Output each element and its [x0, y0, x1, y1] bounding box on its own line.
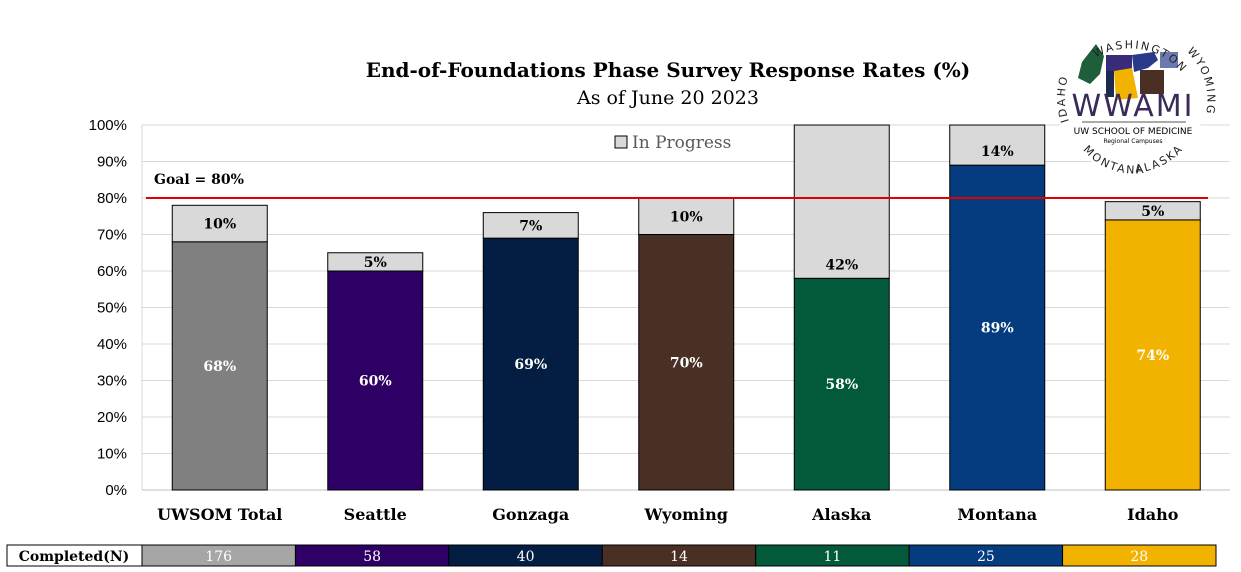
data-label-completed: 58%	[825, 377, 858, 393]
logo-ring-idaho: IDAHO	[1055, 74, 1072, 125]
bar-in-progress-alaska	[793, 124, 890, 279]
bar-in-progress-seattle	[327, 252, 424, 272]
logo-line2: Regional Campuses	[1103, 138, 1162, 145]
x-tick-label: Montana	[957, 505, 1037, 524]
bar-completed-wyoming	[638, 234, 735, 491]
data-label-in-progress: 5%	[364, 255, 387, 271]
data-label-completed: 74%	[1136, 348, 1169, 364]
x-tick-label: Wyoming	[644, 505, 728, 524]
data-label-completed: 89%	[981, 321, 1014, 337]
bar-in-progress-montana	[949, 124, 1046, 166]
x-tick-label: Alaska	[811, 505, 871, 524]
y-tick-label: 80%	[97, 190, 127, 207]
data-label-in-progress: 14%	[981, 144, 1014, 160]
y-axis-ticks: 0% 10% 20% 30% 40% 50% 60% 70% 80% 90% 100%	[89, 117, 127, 499]
counts-value: 176	[205, 549, 232, 565]
counts-value: 14	[670, 549, 688, 565]
logo-wordmark: WWAMI	[1072, 89, 1195, 124]
legend-label-in-progress: In Progress	[632, 133, 731, 153]
bar-completed-idaho	[1104, 219, 1201, 491]
y-tick-label: 100%	[89, 117, 127, 134]
data-label-in-progress: 10%	[203, 217, 236, 233]
bar-completed-seattle	[327, 270, 424, 491]
bar-in-progress-gonzaga	[482, 212, 579, 239]
x-tick-label: UWSOM Total	[157, 505, 282, 524]
counts-value: 28	[1130, 549, 1148, 565]
completed-counts-row: Completed(N) 176 58 40 14 11 25 28	[6, 544, 1217, 567]
logo-states-map-icon	[1078, 44, 1178, 100]
bar-in-progress-uwsom-total	[171, 204, 268, 243]
x-tick-label: Idaho	[1127, 505, 1179, 524]
chart-subtitle: As of June 20 2023	[576, 87, 759, 109]
data-label-in-progress: 7%	[519, 218, 542, 234]
counts-value: 58	[363, 549, 381, 565]
legend: In Progress	[614, 133, 731, 153]
goal-line-group: Goal = 80%	[146, 172, 1208, 199]
y-tick-label: 90%	[97, 154, 127, 171]
bar-in-progress-idaho	[1104, 201, 1201, 221]
logo-line1: UW SCHOOL OF MEDICINE	[1074, 127, 1193, 137]
data-label-in-progress: 42%	[825, 257, 858, 273]
data-label-completed: 68%	[203, 359, 236, 375]
category-labels: UWSOM Total Seattle Gonzaga Wyoming Alaska Mo…	[157, 505, 1179, 524]
y-tick-label: 70%	[97, 227, 127, 244]
data-label-in-progress: 10%	[670, 209, 703, 225]
counts-value: 11	[824, 549, 842, 565]
y-tick-label: 60%	[97, 263, 127, 280]
bars	[171, 124, 1201, 491]
y-tick-label: 0%	[105, 482, 127, 499]
bar-labels: 68% 10% 60% 5% 69% 7% 70% 10% 58% 42% 89% 14% 74% 5%	[203, 144, 1169, 393]
x-tick-label: Gonzaga	[492, 505, 569, 524]
goal-label: Goal = 80%	[154, 172, 244, 188]
y-tick-label: 10%	[97, 446, 127, 463]
counts-cell	[1062, 544, 1217, 567]
y-tick-label: 30%	[97, 373, 127, 390]
bar-completed-gonzaga	[482, 237, 579, 491]
data-label-completed: 69%	[514, 357, 547, 373]
data-label-in-progress: 5%	[1141, 204, 1164, 220]
bar-completed-uwsom-total	[171, 241, 268, 491]
y-tick-label: 40%	[97, 336, 127, 353]
x-tick-label: Seattle	[344, 505, 407, 524]
counts-value: 25	[977, 549, 995, 565]
legend-swatch-in-progress	[614, 135, 628, 149]
y-tick-label: 50%	[97, 300, 127, 317]
chart-title: End-of-Foundations Phase Survey Response…	[366, 58, 971, 82]
bar-completed-montana	[949, 164, 1046, 491]
data-label-completed: 60%	[359, 374, 392, 390]
wwami-logo: WWAMI UW SCHOOL OF MEDICINE Regional Cam…	[1054, 20, 1216, 177]
bar-completed-alaska	[793, 277, 890, 491]
counts-header: Completed(N)	[19, 549, 130, 565]
data-label-completed: 70%	[670, 355, 703, 371]
counts-value: 40	[517, 549, 535, 565]
y-tick-label: 20%	[97, 409, 127, 426]
